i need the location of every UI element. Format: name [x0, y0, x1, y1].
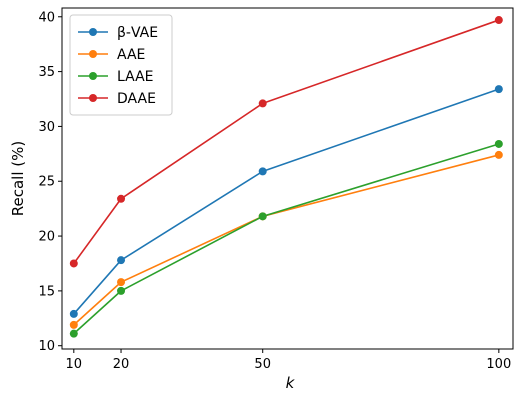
- x-tick-label: 50: [254, 357, 271, 372]
- legend-label: β-VAE: [117, 25, 158, 41]
- data-point: [69, 329, 78, 338]
- y-axis-label: Recall (%): [9, 141, 27, 216]
- y-tick-label: 30: [38, 120, 55, 135]
- data-point: [494, 150, 503, 159]
- series-1: [69, 150, 503, 329]
- legend-label: AAE: [117, 47, 145, 63]
- data-point: [494, 16, 503, 25]
- legend-label: DAAE: [117, 91, 156, 107]
- y-tick-label: 20: [38, 230, 55, 245]
- x-axis: 10 20 50 100: [66, 349, 511, 372]
- legend: β-VAE AAE LAAE DAAE: [69, 14, 173, 116]
- series-2: [69, 139, 503, 338]
- legend-marker: [89, 94, 97, 102]
- y-tick-label: 35: [38, 65, 55, 80]
- x-axis-label: k: [286, 374, 296, 392]
- legend-marker: [89, 50, 97, 58]
- series-layer: [69, 16, 503, 338]
- data-point: [117, 278, 126, 287]
- data-point: [117, 256, 126, 265]
- data-point: [69, 320, 78, 329]
- data-point: [494, 139, 503, 148]
- legend-marker: [89, 28, 97, 36]
- x-tick-label: 20: [113, 357, 130, 372]
- plot-frame: [61, 7, 514, 350]
- y-tick-label: 25: [38, 175, 55, 190]
- data-point: [258, 167, 267, 176]
- y-axis: 10 15 20 25 30 35 40: [38, 10, 62, 354]
- legend-marker: [89, 72, 97, 80]
- data-point: [117, 286, 126, 295]
- series-line: [73, 19, 500, 264]
- data-point: [494, 85, 503, 94]
- series-line: [73, 154, 500, 326]
- y-tick-label: 40: [38, 10, 55, 25]
- legend-box: [69, 14, 173, 116]
- data-point: [69, 259, 78, 268]
- data-point: [258, 212, 267, 221]
- y-tick-label: 15: [38, 284, 55, 299]
- series-line: [73, 88, 500, 315]
- x-tick-label: 10: [66, 357, 83, 372]
- series-0: [69, 85, 503, 318]
- data-point: [258, 99, 267, 108]
- series-3: [69, 16, 503, 268]
- data-point: [117, 194, 126, 203]
- legend-label: LAAE: [117, 69, 154, 85]
- data-point: [69, 309, 78, 318]
- x-tick-label: 100: [486, 357, 511, 372]
- series-line: [73, 143, 500, 335]
- y-tick-label: 10: [38, 339, 55, 354]
